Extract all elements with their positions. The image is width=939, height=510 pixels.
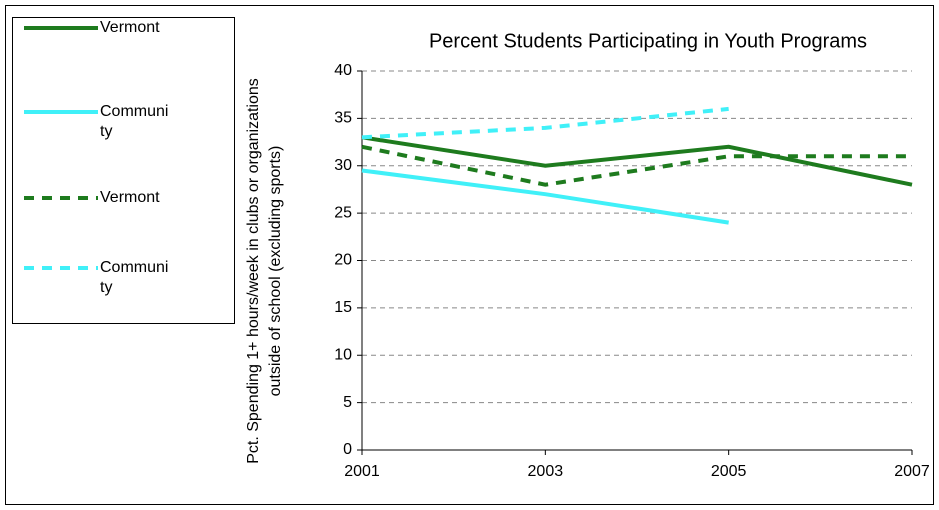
y-tick-label: 10 — [334, 346, 352, 363]
legend-label: Community — [100, 259, 169, 296]
x-tick-label: 2003 — [528, 463, 564, 480]
series-line — [361, 144, 912, 187]
y-tick-label: 20 — [334, 252, 352, 269]
series-line — [361, 168, 729, 225]
series-line — [361, 135, 913, 187]
x-tick-label: 2005 — [711, 463, 747, 480]
y-tick-label: 5 — [343, 394, 352, 411]
legend-label: Vermont — [100, 189, 160, 206]
y-tick-label: 30 — [334, 157, 352, 174]
legend-label: Vermont — [100, 19, 160, 36]
y-tick-label: 15 — [334, 299, 352, 316]
x-tick-label: 2007 — [894, 463, 930, 480]
y-axis-label: Pct. Spending 1+ hours/week in clubs or … — [245, 78, 284, 464]
chart-title: Percent Students Participating in Youth … — [429, 30, 867, 52]
y-tick-label: 35 — [334, 110, 352, 127]
series-line — [361, 106, 729, 140]
y-tick-label: 0 — [343, 441, 352, 458]
x-tick-label: 2001 — [344, 463, 380, 480]
y-tick-label: 40 — [334, 62, 352, 79]
legend-box — [12, 17, 235, 324]
chart-border — [5, 5, 934, 505]
legend-label: Community — [100, 103, 169, 140]
y-tick-label: 25 — [334, 204, 352, 221]
